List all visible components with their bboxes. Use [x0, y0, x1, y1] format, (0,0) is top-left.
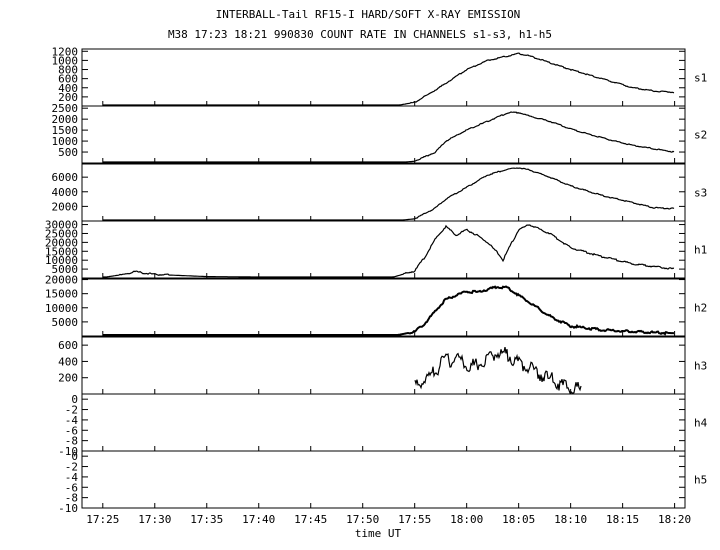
channel-label: h5 — [694, 474, 707, 487]
x-tick-label: 18:05 — [502, 513, 535, 526]
y-tick-label: 25000 — [45, 227, 78, 240]
panel-frame — [81, 105, 686, 164]
panel-frame — [81, 336, 686, 395]
y-tick-label: 15000 — [45, 288, 78, 301]
y-tick-label: 15000 — [45, 245, 78, 258]
series-line-s3 — [103, 167, 675, 221]
channel-label: h1 — [694, 244, 707, 257]
y-tick-label: 5000 — [52, 316, 79, 329]
panel-frame — [81, 393, 686, 452]
y-tick-label: 10000 — [45, 254, 78, 267]
y-tick-label: -10 — [58, 502, 78, 515]
y-tick-label: 600 — [58, 73, 78, 86]
y-tick-label: -6 — [65, 481, 78, 494]
x-tick-label: 18:20 — [658, 513, 691, 526]
panel-frame — [81, 450, 686, 509]
y-tick-label: 4000 — [52, 186, 79, 199]
y-tick-label: 6000 — [52, 171, 79, 184]
y-tick-label: -8 — [65, 492, 78, 505]
x-axis: 17:25 17:30 17:35 17:40 17:45 17:50 17:55 18:00… — [86, 101, 691, 526]
x-tick-label: 17:40 — [242, 513, 275, 526]
y-tick-label: 800 — [58, 64, 78, 77]
chart-subtitle: M38 17:23 18:21 990830 COUNT RATE IN CHA… — [168, 28, 552, 41]
y-tick-label: 10000 — [45, 302, 78, 315]
x-tick-label: 17:30 — [138, 513, 171, 526]
series-line-h2 — [103, 285, 675, 336]
y-tick-label: 1500 — [52, 124, 79, 137]
panel-h5: -10-8-6-4-20 h5 — [58, 450, 707, 515]
y-tick-label: 20000 — [45, 236, 78, 249]
series-line-h1 — [103, 224, 675, 278]
panel-frame — [81, 220, 686, 279]
x-tick-label: 17:50 — [346, 513, 379, 526]
chart-title: INTERBALL-Tail RF15-I HARD/SOFT X-RAY EM… — [216, 8, 521, 21]
channel-label: s1 — [694, 72, 707, 85]
y-tick-label: 1200 — [52, 45, 79, 58]
y-tick-label: 20000 — [45, 274, 78, 287]
x-tick-label: 17:25 — [86, 513, 119, 526]
y-tick-label: 2000 — [52, 113, 79, 126]
channel-label: s2 — [694, 129, 707, 142]
y-tick-label: 1000 — [52, 135, 79, 148]
y-tick-label: 600 — [58, 339, 78, 352]
y-tick-label: 400 — [58, 355, 78, 368]
y-tick-label: 200 — [58, 91, 78, 104]
y-tick-label: -2 — [65, 404, 78, 417]
x-tick-label: 18:00 — [450, 513, 483, 526]
y-tick-label: -4 — [65, 471, 79, 484]
y-tick-label: 0 — [71, 393, 78, 406]
y-tick-label: -2 — [65, 461, 78, 474]
panel-frame — [81, 163, 686, 222]
x-tick-label: 18:15 — [606, 513, 639, 526]
series-line-s2 — [103, 111, 675, 163]
y-tick-label: -6 — [65, 424, 78, 437]
x-tick-label: 18:10 — [554, 513, 587, 526]
x-tick-label: 17:55 — [398, 513, 431, 526]
x-tick-label: 17:45 — [294, 513, 327, 526]
y-tick-label: -4 — [65, 414, 79, 427]
y-tick-label: 0 — [71, 450, 78, 463]
y-tick-label: 2500 — [52, 102, 79, 115]
channel-label: h4 — [694, 417, 708, 430]
channel-label: h3 — [694, 360, 707, 373]
y-tick-label: 2000 — [52, 200, 79, 213]
series-line-h3 — [414, 346, 582, 395]
y-tick-label: 500 — [58, 146, 78, 159]
y-tick-label: 200 — [58, 372, 78, 385]
y-tick-label: 1000 — [52, 54, 79, 67]
panel-h3: 200 400 600 h3 — [58, 336, 707, 395]
panel-h4: -10-8-6-4-20 h4 — [58, 393, 707, 458]
series-line-s1 — [103, 52, 675, 106]
channel-label: s3 — [694, 187, 707, 200]
y-tick-label: 5000 — [52, 263, 79, 276]
y-tick-label: 400 — [58, 82, 78, 95]
x-axis-label: time UT — [355, 527, 402, 540]
chart-panels: 20040060080010001200s1500100015002000250… — [45, 45, 708, 515]
channel-label: h2 — [694, 302, 707, 315]
x-tick-label: 17:35 — [190, 513, 223, 526]
y-tick-label: -8 — [65, 435, 78, 448]
y-tick-label: -10 — [58, 445, 78, 458]
y-tick-label: 30000 — [45, 219, 78, 232]
